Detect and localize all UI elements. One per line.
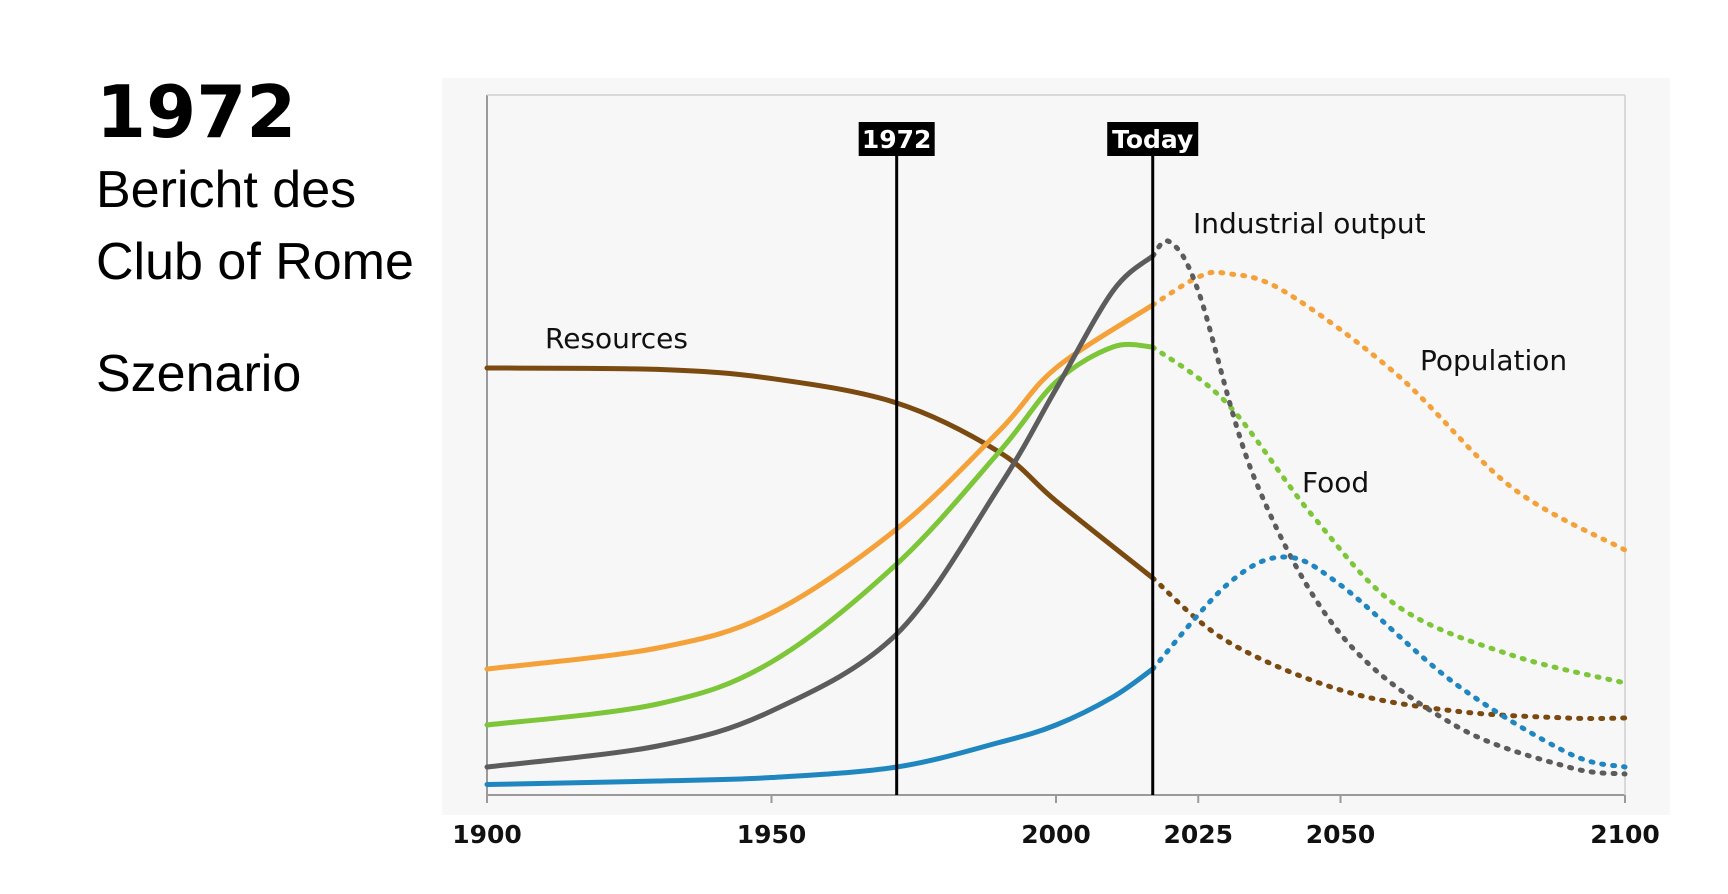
marker-label-today: Today — [1112, 125, 1193, 154]
marker-label-1972: 1972 — [862, 125, 932, 154]
series-label-population: Population — [1420, 344, 1567, 377]
heading-line-2: Club of Rome — [96, 233, 414, 291]
heading-block: 1972 Bericht des Club of Rome Szenario — [96, 70, 414, 410]
series-resources-projection — [1150, 575, 1628, 722]
x-tick-label-1900: 1900 — [452, 820, 522, 849]
x-tick-label-1950: 1950 — [737, 820, 807, 849]
heading-year: 1972 — [96, 70, 297, 154]
series-industrial-output-projection — [1150, 238, 1628, 777]
series-food-projection — [1150, 344, 1628, 686]
series-label-resources: Resources — [545, 322, 688, 355]
series-population-projection — [1150, 269, 1628, 553]
series-label-food: Food — [1302, 466, 1369, 499]
x-tick-label-2000: 2000 — [1021, 820, 1091, 849]
series-pollution-projection — [1150, 554, 1628, 770]
series-food-historic — [484, 341, 1156, 728]
heading-line-1: Bericht des — [96, 161, 357, 219]
marker-box-1972 — [858, 122, 935, 156]
heading-scenario: Szenario — [96, 345, 302, 403]
x-tick-label-2025: 2025 — [1163, 820, 1233, 849]
series-resources-historic — [484, 365, 1156, 581]
marker-box-today — [1107, 122, 1199, 156]
x-tick-label-2050: 2050 — [1306, 820, 1376, 849]
series-label-industrial-output: Industrial output — [1193, 207, 1426, 240]
x-tick-label-2100: 2100 — [1590, 820, 1660, 849]
series-population-historic — [484, 302, 1156, 672]
series-industrial-output-historic — [484, 253, 1156, 770]
